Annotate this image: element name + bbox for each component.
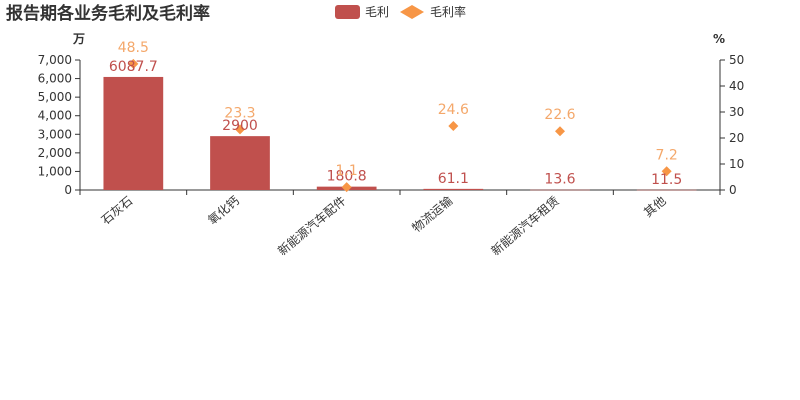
- margin-marker[interactable]: [555, 126, 565, 137]
- x-category-label: 其他: [641, 194, 668, 220]
- x-category-label: 新能源汽车租赁: [488, 193, 562, 258]
- left-axis-unit: 万: [72, 32, 85, 46]
- margin-marker[interactable]: [448, 121, 459, 132]
- legend-swatch-margin: [400, 5, 424, 19]
- margin-marker[interactable]: [235, 124, 245, 135]
- margin-markers: [128, 58, 672, 193]
- right-y-tick-label: 30: [729, 105, 744, 119]
- legend-item-profit[interactable]: 毛利: [335, 5, 389, 19]
- right-y-tick-label: 50: [729, 53, 744, 67]
- margin-value-label: 22.6: [544, 107, 575, 123]
- legend-label-profit: 毛利: [365, 5, 389, 19]
- chart-title: 报告期各业务毛利及毛利率: [6, 3, 210, 24]
- margin-value-label: 24.6: [438, 102, 469, 118]
- profit-bar[interactable]: [530, 189, 590, 191]
- profit-bar[interactable]: [636, 189, 697, 191]
- profit-value-label: 11.5: [651, 172, 682, 188]
- profit-bar[interactable]: [423, 188, 484, 190]
- margin-marker[interactable]: [661, 166, 672, 177]
- left-y-tick-label: 1,000: [38, 164, 72, 178]
- margin-marker[interactable]: [341, 182, 352, 193]
- profit-value-label: 13.6: [544, 172, 575, 188]
- legend-swatch-profit: [335, 5, 360, 19]
- right-y-tick-label: 0: [729, 183, 737, 197]
- margin-marker[interactable]: [128, 58, 139, 69]
- left-y-tick-label: 4,000: [38, 109, 72, 123]
- profit-value-label: 61.1: [438, 171, 469, 187]
- profit-value-label: 2900: [222, 118, 258, 134]
- legend-label-margin: 毛利率: [430, 4, 466, 19]
- x-category-label: 物流运输: [409, 193, 455, 235]
- x-category-label: 新能源汽车配件: [275, 193, 349, 258]
- margin-value-label: 48.5: [118, 40, 149, 56]
- left-y-tick-label: 2,000: [38, 146, 72, 160]
- margin-value-label: 23.3: [224, 105, 255, 121]
- profit-value-label: 180.8: [327, 169, 367, 185]
- margin-value-label: 7.2: [656, 147, 678, 163]
- legend[interactable]: 毛利 毛利率: [335, 4, 466, 19]
- legend-item-margin[interactable]: 毛利率: [400, 4, 466, 19]
- x-category-label: 氧化钙: [205, 194, 242, 228]
- profit-bar[interactable]: [103, 76, 164, 190]
- right-y-tick-label: 40: [729, 79, 744, 93]
- right-axis-unit: %: [713, 32, 725, 46]
- left-y-tick-label: 0: [64, 183, 72, 197]
- margin-value-label: 1.1: [336, 163, 358, 179]
- x-category-label: 石灰石: [99, 194, 136, 228]
- left-y-tick-label: 6,000: [38, 72, 72, 86]
- left-y-tick-label: 5,000: [38, 90, 72, 104]
- right-y-tick-label: 20: [729, 131, 744, 145]
- profit-bar[interactable]: [210, 136, 270, 190]
- data-labels: 6087.7 2900 180.8 61.1 13.6 11.5 48.5 23.3 1.1 24…: [109, 40, 682, 188]
- right-y-tick-label: 10: [729, 157, 744, 171]
- left-y-tick-label: 7,000: [38, 53, 72, 67]
- bars: [103, 76, 697, 191]
- profit-value-label: 6087.7: [109, 59, 158, 75]
- left-y-tick-label: 3,000: [38, 127, 72, 141]
